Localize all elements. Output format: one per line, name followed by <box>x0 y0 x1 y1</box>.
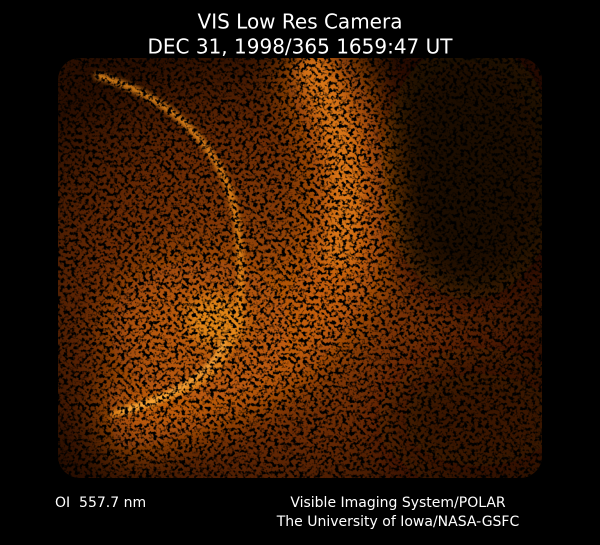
auroral-image <box>58 58 542 478</box>
timestamp: DEC 31, 1998/365 1659:47 UT <box>148 35 454 59</box>
credit-line: The University of Iowa/NASA-GSFC <box>276 514 520 530</box>
credit-line: Visible Imaging System/POLAR <box>290 495 506 511</box>
filter-label: OI 557.7 nm <box>55 495 146 511</box>
title: VIS Low Res Camera <box>198 10 403 34</box>
